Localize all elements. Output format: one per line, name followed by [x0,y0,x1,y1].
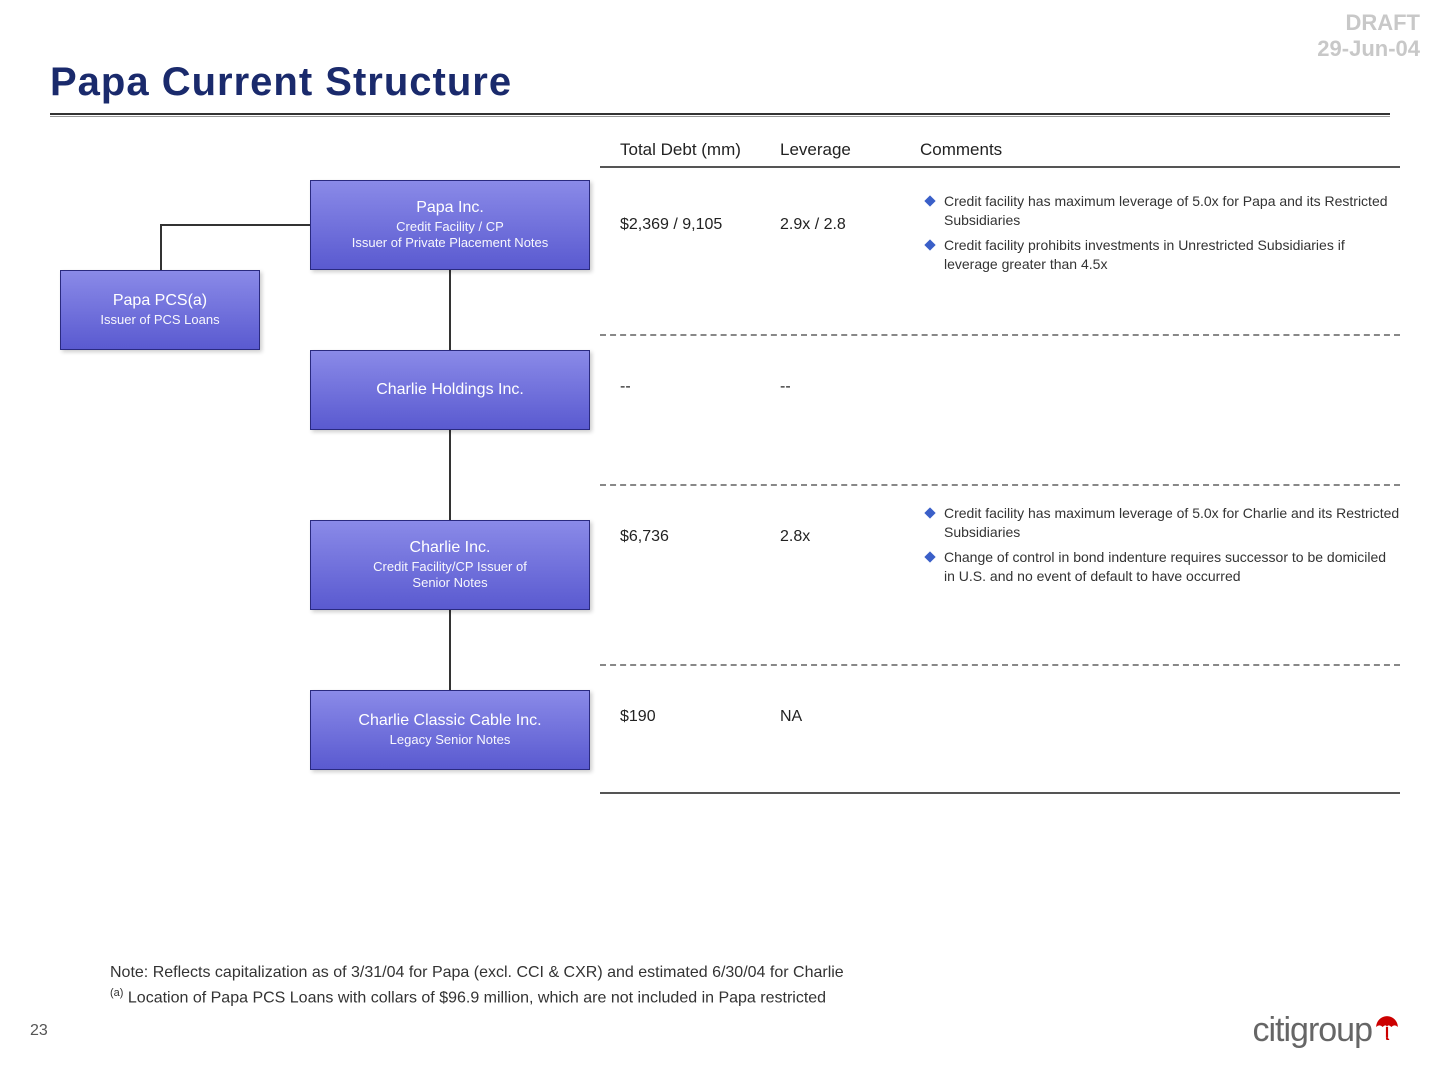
page-title: Papa Current Structure [50,60,1390,105]
box-sub: Legacy Senior Notes [390,732,511,749]
header-comments: Comments [920,140,1400,160]
box-sub: Issuer of Private Placement Notes [352,235,549,252]
box-title: Papa PCS(a) [113,291,207,312]
box-title: Charlie Classic Cable Inc. [358,711,541,732]
table-row: ---- [600,334,1400,484]
cell-comments: Credit facility has maximum leverage of … [920,504,1400,592]
cell-leverage: 2.8x [780,504,920,546]
header-total-debt: Total Debt (mm) [600,140,780,160]
cell-leverage: -- [780,354,920,396]
box-sub: Senior Notes [412,575,487,592]
comment-bullet: Credit facility prohibits investments in… [924,236,1400,274]
connector [449,430,451,520]
logo-text: citigroup [1252,1011,1372,1050]
box-sub: Issuer of PCS Loans [100,312,219,329]
note-line-1: Note: Reflects capitalization as of 3/31… [110,961,844,985]
table-row: $190NA [600,664,1400,794]
box-charlie-inc: Charlie Inc. Credit Facility/CP Issuer o… [310,520,590,610]
page-number: 23 [30,1022,48,1040]
umbrella-icon [1374,1014,1400,1040]
cell-leverage: 2.9x / 2.8 [780,192,920,234]
footnotes: Note: Reflects capitalization as of 3/31… [110,961,844,1010]
note-sup: (a) [110,987,123,999]
watermark-line1: DRAFT [1317,10,1420,36]
draft-watermark: DRAFT 29-Jun-04 [1317,10,1420,63]
connector [449,270,451,350]
note-line-2-text: Location of Papa PCS Loans with collars … [123,989,826,1006]
box-title: Papa Inc. [416,198,484,219]
comment-bullet: Change of control in bond indenture requ… [924,548,1400,586]
cell-total-debt: $6,736 [600,504,780,546]
title-block: Papa Current Structure [50,60,1390,117]
box-title: Charlie Inc. [410,538,491,559]
cell-comments: Credit facility has maximum leverage of … [920,192,1400,280]
table-header-row: Total Debt (mm) Leverage Comments [600,140,1400,168]
note-line-2: (a) Location of Papa PCS Loans with coll… [110,985,844,1010]
org-diagram: Papa PCS(a) Issuer of PCS Loans Papa Inc… [50,130,590,870]
box-title: Charlie Holdings Inc. [376,380,524,401]
comment-bullet: Credit facility has maximum leverage of … [924,504,1400,542]
citigroup-logo: citigroup [1252,1011,1400,1050]
watermark-line2: 29-Jun-04 [1317,36,1420,62]
header-leverage: Leverage [780,140,920,160]
cell-total-debt: -- [600,354,780,396]
box-charlie-classic: Charlie Classic Cable Inc. Legacy Senior… [310,690,590,770]
table-row: $2,369 / 9,1052.9x / 2.8Credit facility … [600,174,1400,334]
cell-total-debt: $2,369 / 9,105 [600,192,780,234]
box-sub: Credit Facility / CP [396,219,504,236]
cell-leverage: NA [780,684,920,726]
box-charlie-holdings: Charlie Holdings Inc. [310,350,590,430]
connector [160,224,310,226]
title-rule [50,113,1390,117]
data-table: Total Debt (mm) Leverage Comments $2,369… [600,140,1400,794]
connector [449,610,451,690]
comment-bullet: Credit facility has maximum leverage of … [924,192,1400,230]
cell-total-debt: $190 [600,684,780,726]
connector [160,224,162,270]
box-papa-inc: Papa Inc. Credit Facility / CP Issuer of… [310,180,590,270]
box-sub: Credit Facility/CP Issuer of [373,559,527,576]
box-papa-pcs: Papa PCS(a) Issuer of PCS Loans [60,270,260,350]
table-row: $6,7362.8xCredit facility has maximum le… [600,484,1400,664]
